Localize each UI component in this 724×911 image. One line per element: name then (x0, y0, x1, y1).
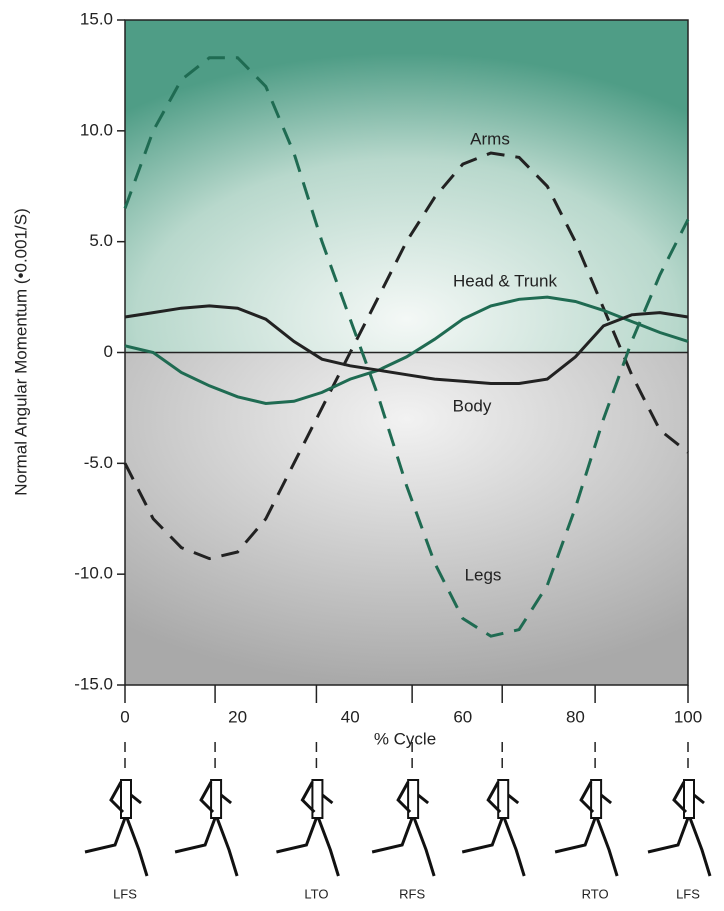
stick-figure (396, 781, 412, 814)
stick-figure (84, 817, 127, 854)
series-line (124, 295, 689, 406)
series-label: Head & Trunk (453, 271, 557, 290)
positive-region (125, 20, 688, 353)
stick-figure (199, 781, 215, 814)
stick-figure (412, 817, 436, 877)
x-tick-label: 20 (228, 707, 247, 726)
y-tick-label: -5.0 (84, 453, 113, 472)
series-line (123, 56, 690, 638)
stick-figure (317, 817, 340, 877)
stick-figure (300, 781, 316, 814)
stick-figure (688, 817, 712, 877)
y-tick-label: -15.0 (74, 674, 113, 693)
event-label: RTO (582, 886, 609, 901)
stick-figure (125, 817, 149, 877)
y-tick-label: -10.0 (74, 564, 113, 583)
x-tick-label: 100 (674, 707, 702, 726)
stick-figure (276, 817, 318, 854)
stick-figure (600, 793, 613, 805)
stick-figure (371, 817, 414, 854)
stick-figure (683, 779, 695, 819)
stick-figure (407, 779, 420, 819)
stick-figure (311, 779, 324, 819)
stick-figure (590, 779, 603, 819)
event-label: LFS (676, 886, 700, 901)
stick-figure (220, 793, 233, 805)
series-label: Body (453, 396, 492, 415)
series-label: Arms (470, 129, 510, 148)
stick-figure (502, 817, 526, 877)
stick-figure (595, 817, 619, 877)
y-tick-label: 10.0 (80, 120, 113, 139)
stick-figure (507, 793, 520, 805)
y-axis-label: Normal Angular Momentum (•0.001/S) (11, 208, 30, 496)
x-tick-label: 40 (341, 707, 360, 726)
stick-figure (210, 779, 223, 819)
y-tick-label: 5.0 (89, 231, 113, 250)
stick-figure (120, 779, 132, 819)
stick-figure (174, 817, 217, 854)
series-line (123, 151, 689, 561)
stick-figure (693, 793, 705, 805)
event-label: LTO (304, 886, 328, 901)
series-line (124, 304, 689, 385)
stick-figure (461, 817, 504, 854)
stick-figure (486, 781, 502, 814)
stick-figure (109, 781, 125, 814)
event-label: RFS (399, 886, 425, 901)
x-axis-label: % Cycle (374, 729, 436, 748)
x-tick-label: 80 (566, 707, 585, 726)
stick-figure (417, 793, 430, 805)
stick-figure (321, 793, 334, 805)
stick-figure (672, 781, 688, 814)
stick-figure (647, 817, 690, 854)
stick-figure (579, 781, 595, 814)
y-tick-label: 0 (104, 342, 113, 361)
x-tick-label: 0 (120, 707, 129, 726)
stick-figure (497, 779, 510, 819)
negative-region (125, 352, 688, 685)
stick-figure (130, 793, 142, 805)
y-tick-label: 15.0 (80, 9, 113, 28)
stick-figure (554, 817, 597, 854)
event-label: LFS (113, 886, 137, 901)
series-label: Legs (465, 565, 502, 584)
stick-figure (215, 817, 239, 877)
x-tick-label: 60 (453, 707, 472, 726)
